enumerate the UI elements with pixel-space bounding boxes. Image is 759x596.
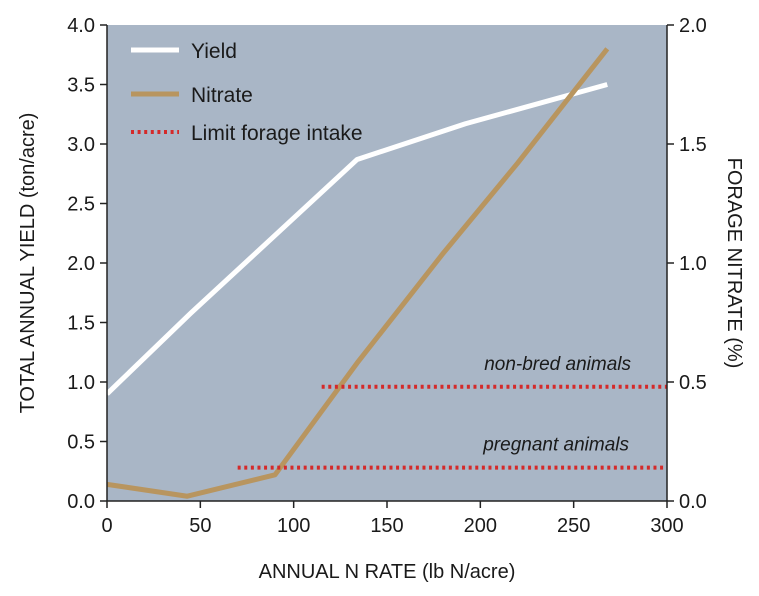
- x-axis-title: ANNUAL N RATE (lb N/acre): [259, 561, 516, 583]
- x-tick-label: 150: [370, 515, 403, 537]
- y-tick-label: 0.5: [67, 432, 95, 454]
- axes-layer: 0 50 100 150 200 250 3000.00.51.01.52.02.53.03…: [67, 15, 707, 537]
- limit-annotation-label: pregnant animals: [482, 435, 629, 456]
- y-tick-label: 3.0: [67, 134, 95, 156]
- y-tick-label: 1.5: [67, 313, 95, 335]
- x-tick-label: 100: [277, 515, 310, 537]
- y-axis-title: TOTAL ANNUAL YIELD (ton/acre): [17, 113, 39, 414]
- y-tick-label: 2.5: [67, 194, 95, 216]
- y2-tick-label: 1.5: [679, 134, 707, 156]
- y-tick-label: 3.5: [67, 75, 95, 97]
- legend-label: Yield: [191, 40, 237, 63]
- x-tick-label: 200: [464, 515, 497, 537]
- nitrate-series-line: [106, 47, 610, 499]
- yield-series-line: [105, 82, 608, 396]
- series-layer: [105, 47, 667, 499]
- y-tick-label: 1.0: [67, 372, 95, 394]
- legend: Yield Nitrate Limit forage intake: [131, 40, 363, 145]
- y-tick-label: 4.0: [67, 15, 95, 37]
- annotation-layer: non-bred animals pregnant animals: [482, 354, 631, 456]
- y2-tick-label: 0.0: [679, 491, 707, 513]
- y2-tick-label: 0.5: [679, 372, 707, 394]
- x-tick-label: 300: [650, 515, 683, 537]
- x-tick-label: 50: [189, 515, 211, 537]
- y2-tick-label: 1.0: [679, 253, 707, 275]
- x-tick-label: 250: [557, 515, 590, 537]
- y2-tick-label: 2.0: [679, 15, 707, 37]
- legend-label: Nitrate: [191, 84, 253, 107]
- limit-annotation-label: non-bred animals: [484, 354, 631, 375]
- legend-label: Limit forage intake: [191, 122, 363, 145]
- x-tick-label: 0: [101, 515, 112, 537]
- y-tick-label: 0.0: [67, 491, 95, 513]
- y2-axis-title: FORAGE NITRATE (%): [723, 158, 745, 369]
- y-tick-label: 2.0: [67, 253, 95, 275]
- plot-background: [107, 25, 667, 501]
